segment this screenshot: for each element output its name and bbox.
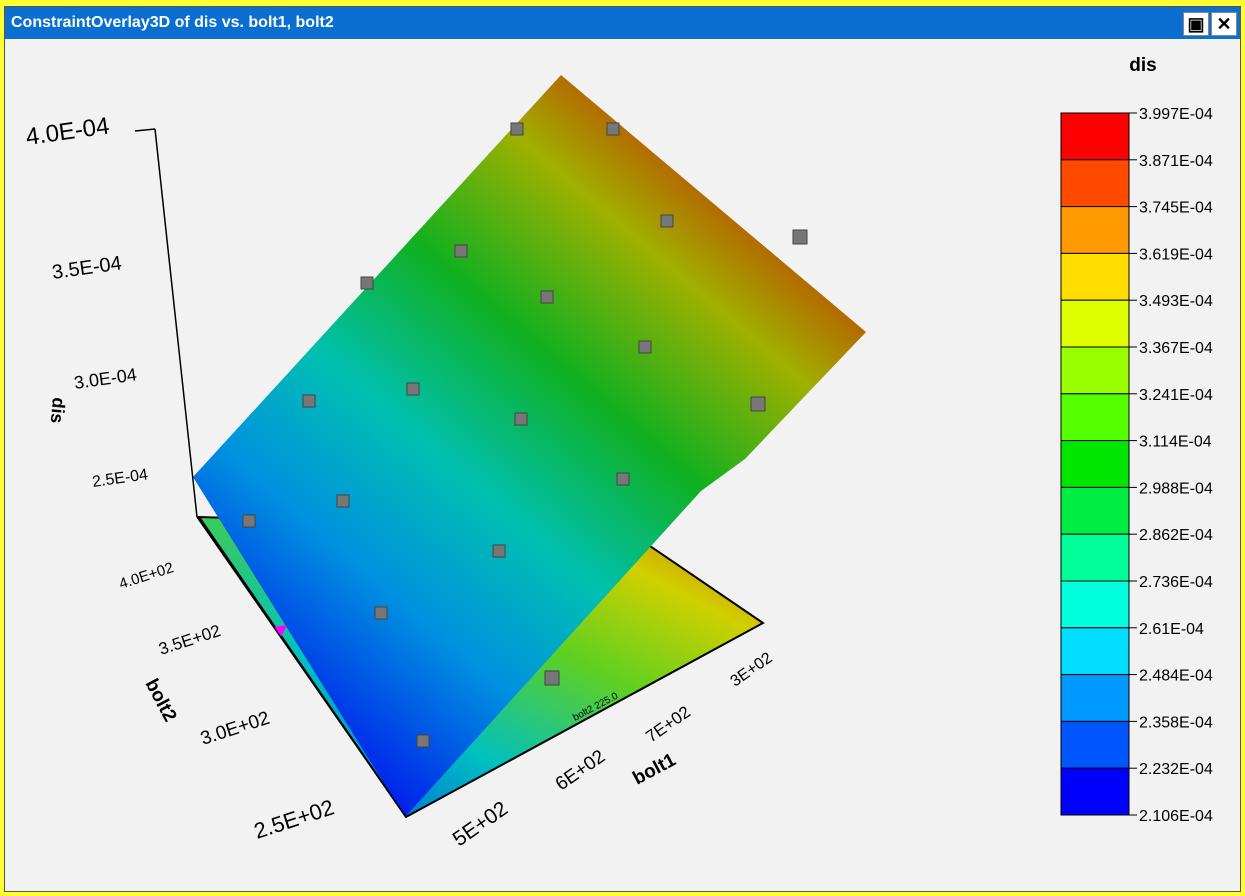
legend-swatch [1060,206,1130,254]
legend-swatch [1060,580,1130,629]
y-tick-label: 3.5E+02 [156,621,223,659]
y-tick-label: 3.0E+02 [198,708,272,750]
surface [193,75,866,817]
window-title: ConstraintOverlay3D of dis vs. bolt1, bo… [11,14,334,31]
legend-label: 2.106E-04 [1139,808,1213,825]
legend-swatch [1060,346,1130,395]
legend-swatch [1060,299,1130,348]
legend-swatch [1060,393,1130,442]
title-bar: ConstraintOverlay3D of dis vs. bolt1, bo… [5,7,1240,39]
legend-label: 3.114E-04 [1139,434,1212,451]
legend-label: 3.493E-04 [1139,293,1213,310]
z-tick-label: 4.0E-04 [24,113,111,151]
legend-label: 2.862E-04 [1139,527,1213,544]
x-tick-label: 7E+02 [642,702,694,746]
legend-label: 3.997E-04 [1139,106,1213,123]
legend-label: 3.367E-04 [1139,340,1213,357]
legend-label: 2.61E-04 [1139,621,1204,638]
legend-label: 3.619E-04 [1139,246,1213,263]
legend-swatch [1060,720,1130,769]
x-tick-label: 5E+02 [449,797,512,851]
legend-label: 2.736E-04 [1139,574,1213,591]
legend-swatch [1060,674,1130,722]
z-tick-label: 2.5E-04 [91,466,149,491]
legend-label: 3.871E-04 [1139,153,1213,170]
legend-swatch [1060,486,1130,535]
x-axis-label: bolt1 [629,749,679,789]
legend-label: 2.988E-04 [1139,480,1213,497]
legend-swatch [1060,159,1130,208]
window: ConstraintOverlay3D of dis vs. bolt1, bo… [4,6,1241,892]
legend-label: 2.358E-04 [1139,714,1213,731]
restore-button[interactable]: ▣ [1183,12,1209,36]
y-tick-label: 4.0E+02 [117,559,176,593]
z-axis-label: dis [47,397,69,425]
y-tick-label: 2.5E+02 [251,794,337,843]
y-axis-label: bolt2 [141,675,181,725]
legend-label: 3.745E-04 [1139,200,1213,217]
legend-swatch [1060,533,1130,582]
data-points [242,122,808,748]
legend-swatch [1060,767,1130,816]
close-button[interactable]: ✕ [1211,12,1237,36]
legend-swatch [1060,112,1130,161]
legend-label: 2.232E-04 [1139,761,1213,778]
legend-swatch [1060,627,1130,676]
legend: 3.997E-04 3.871E-04 3.745E-04 3.619E-04 3.49… [1060,106,1213,825]
legend-title: dis [1129,55,1156,76]
z-tick-label: 3.5E-04 [51,252,123,284]
z-tick-label: 3.0E-04 [73,364,138,393]
x-tick-label: 6E+02 [552,746,609,795]
legend-swatch [1060,252,1130,301]
x-tick-label: 3E+02 [728,650,776,691]
axes [134,128,764,818]
marker [273,625,287,637]
legend-label: 2.484E-04 [1139,668,1213,685]
legend-label: 3.241E-04 [1139,387,1213,404]
plot-area: 4.0E-04 3.5E-04 3.0E-04 2.5E-04 dis 4.0E… [24,55,1213,851]
legend-swatch [1060,440,1130,488]
